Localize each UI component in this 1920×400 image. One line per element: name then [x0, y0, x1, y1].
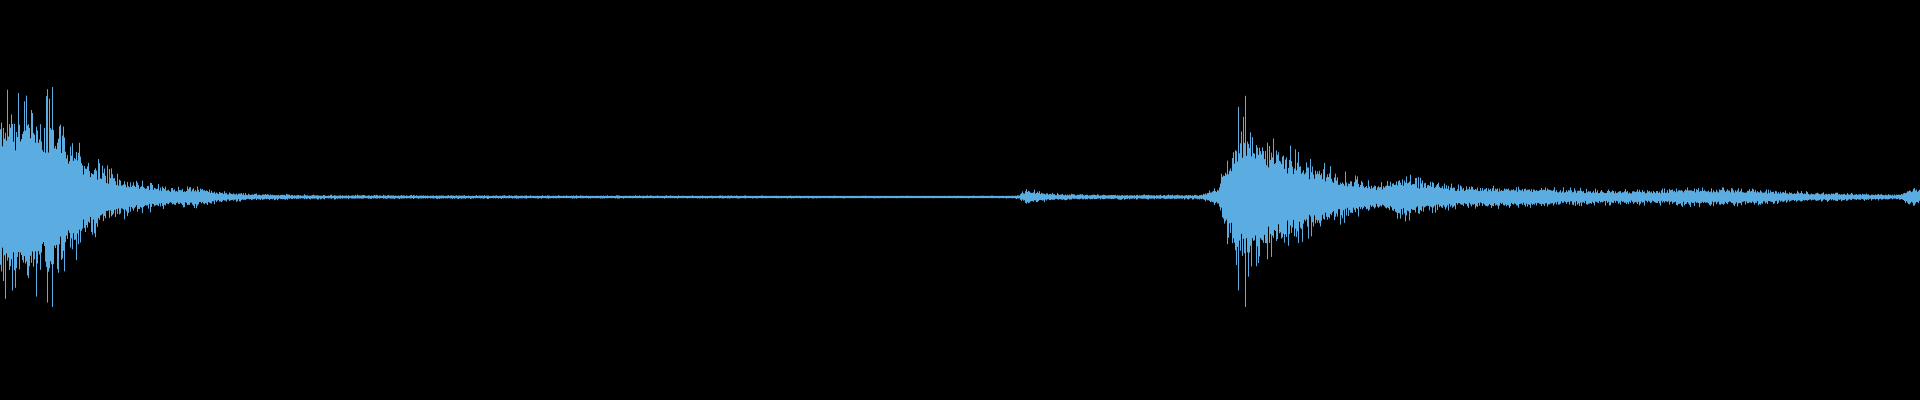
waveform-viewer[interactable] — [0, 0, 1920, 400]
waveform-canvas[interactable] — [0, 0, 1920, 400]
